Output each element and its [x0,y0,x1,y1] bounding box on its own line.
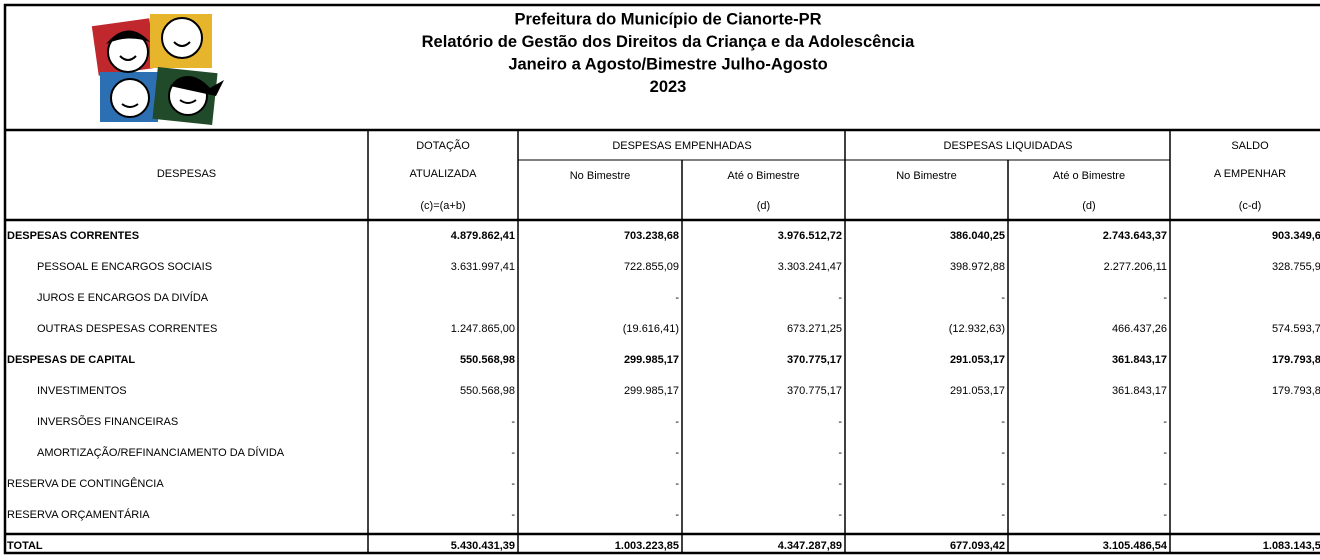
row-label: DESPESAS DE CAPITAL [7,354,135,366]
cell-value: 703.238,68 [624,230,679,242]
cell-value: - [1163,292,1167,304]
cell-value: 299.985,17 [624,354,679,366]
column-note: (d) [1082,200,1095,212]
cell-value: - [1163,478,1167,490]
cell-value: - [1163,509,1167,521]
title-line: Janeiro a Agosto/Bimestre Julho-Agosto [508,55,827,73]
cell-value: 2.277.206,11 [1104,261,1167,273]
row-label: INVERSÕES FINANCEIRAS [37,415,178,428]
column-header: ATUALIZADA [409,168,477,180]
cell-value: (12.932,63) [949,323,1005,335]
cell-value: - [1001,478,1005,490]
cell-value: - [511,478,515,490]
cell-value: 677.093,42 [950,540,1005,552]
cell-value: - [675,478,679,490]
cell-value: 398.972,88 [950,261,1005,273]
column-header: DOTAÇÃO [416,139,470,152]
column-header: (c)=(a+b) [420,200,465,212]
cell-value: - [838,478,842,490]
cell-value: - [1163,447,1167,459]
cell-value: 1.003.223,85 [615,540,679,552]
report-page: Prefeitura do Município de Cianorte-PR Re… [0,0,1320,555]
cell-value: - [675,416,679,428]
cell-value: 291.053,17 [950,385,1005,397]
column-header: No Bimestre [896,170,957,182]
column-header: A EMPENHAR [1214,168,1286,180]
cell-value: - [511,447,515,459]
cell-value: - [511,509,515,521]
cell-value: 179.793,81 [1272,354,1320,366]
title-line: 2023 [650,78,687,96]
cell-value: - [1001,509,1005,521]
row-label: AMORTIZAÇÃO/REFINANCIAMENTO DA DÍVIDA [37,446,285,459]
cell-value: 4.347.287,89 [778,540,842,552]
cell-value: - [511,416,515,428]
cell-value: 361.843,17 [1112,385,1167,397]
cell-value: 361.843,17 [1112,354,1167,366]
cell-value: - [838,292,842,304]
title-line: Relatório de Gestão dos Direitos da Cria… [422,33,916,51]
cell-value: 722.855,09 [624,261,679,273]
cell-value: 5.430.431,39 [451,540,515,552]
cell-value: - [1001,447,1005,459]
column-note: (d) [757,200,770,212]
cell-value: 299.985,17 [624,385,679,397]
cell-value: 386.040,25 [950,230,1005,242]
column-header: DESPESAS [157,168,216,180]
cell-value: 3.303.241,47 [778,261,842,273]
cell-value: - [1163,416,1167,428]
cell-value: - [675,447,679,459]
logo [92,14,224,125]
cell-value: 3.976.512,72 [778,230,842,242]
row-label: OUTRAS DESPESAS CORRENTES [37,323,217,335]
column-header: No Bimestre [570,170,631,182]
column-group-header: DESPESAS LIQUIDADAS [944,140,1073,152]
cell-value: - [675,292,679,304]
cell-value: 574.593,75 [1272,323,1320,335]
cell-value: 1.083.143,50 [1263,540,1320,552]
row-label: JUROS E ENCARGOS DA DIVÍDA [37,291,209,304]
column-header: Até o Bimestre [727,170,799,182]
column-header: Até o Bimestre [1053,170,1125,182]
row-label: RESERVA ORÇAMENTÁRIA [7,508,150,521]
row-label: RESERVA DE CONTINGÊNCIA [7,477,164,490]
cell-value: - [838,416,842,428]
cell-value: 328.755,94 [1272,261,1320,273]
cell-value: 903.349,69 [1272,230,1320,242]
row-label: INVESTIMENTOS [37,385,127,397]
cell-value: - [838,509,842,521]
cell-value: 291.053,17 [950,354,1005,366]
row-label: DESPESAS CORRENTES [7,230,139,242]
cell-value: 673.271,25 [787,323,842,335]
cell-value: 4.879.862,41 [451,230,515,242]
cell-value: (19.616,41) [623,323,679,335]
cell-value: 2.743.643,37 [1103,230,1167,242]
cell-value: 550.568,98 [460,385,515,397]
cell-value: 466.437,26 [1112,323,1167,335]
column-group-header: DESPESAS EMPENHADAS [612,140,751,152]
row-label: TOTAL [7,540,43,552]
cell-value: - [1001,416,1005,428]
cell-value: 179.793,81 [1272,385,1320,397]
cell-value: 370.775,17 [787,354,842,366]
title-line: Prefeitura do Município de Cianorte-PR [514,10,821,28]
cell-value: 3.631.997,41 [451,261,515,273]
row-label: PESSOAL E ENCARGOS SOCIAIS [37,261,212,273]
cell-value: 1.247.865,00 [451,323,515,335]
cell-value: 550.568,98 [460,354,515,366]
cell-value: 3.105.486,54 [1103,540,1168,552]
cell-value: - [1001,292,1005,304]
cell-value: - [838,447,842,459]
cell-value: - [675,509,679,521]
cell-value: 370.775,17 [787,385,842,397]
column-header: (c-d) [1239,200,1262,212]
column-header: SALDO [1231,140,1269,152]
